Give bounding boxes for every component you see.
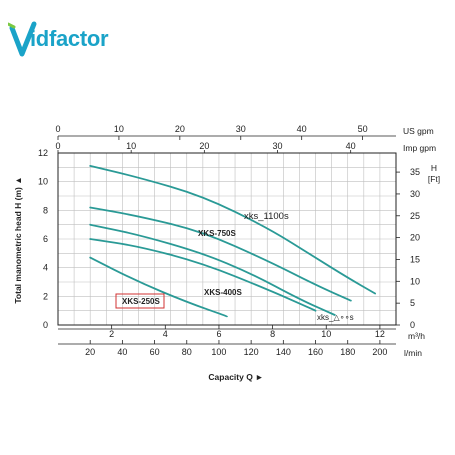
y2-tick-label: 30 [410, 189, 420, 199]
logo-v-icon [8, 21, 37, 57]
y2-tick-label: 0 [410, 320, 415, 330]
lmin-tick-label: 100 [211, 347, 226, 357]
curve-0 [89, 165, 376, 295]
lmin-unit: l/min [404, 348, 422, 358]
y-tick-label: 8 [43, 205, 48, 215]
curve-1 [89, 206, 352, 302]
lmin-tick-label: 180 [340, 347, 355, 357]
y2-tick-label: 15 [410, 254, 420, 264]
m3h-tick-label: 6 [216, 329, 221, 339]
label-xks-1100s: xks_1100s [244, 211, 289, 222]
label-xks-750s: XKS-750S [198, 229, 236, 238]
y2-tick-label: 5 [410, 298, 415, 308]
y2-tick-label: 25 [410, 211, 420, 221]
curve-3 [89, 238, 317, 312]
y-tick-label: 12 [38, 148, 48, 158]
lmin-tick-label: 160 [308, 347, 323, 357]
m3h-tick-label: 2 [109, 329, 114, 339]
m3h-tick-label: 4 [163, 329, 168, 339]
imp-gpm-tick-label: 20 [199, 141, 209, 151]
lmin-tick-label: 60 [150, 347, 160, 357]
y-tick-label: 10 [38, 177, 48, 187]
y2-tick-label: 10 [410, 276, 420, 286]
highlight-box [115, 293, 165, 309]
m3h-unit: m³/h [408, 331, 425, 341]
y-tick-label: 4 [43, 263, 48, 273]
plot-frame [57, 152, 397, 326]
us-gpm-tick-label: 0 [55, 124, 60, 134]
imp-gpm-tick-label: 10 [126, 141, 136, 151]
label-xks-small-name: xks_ [317, 313, 334, 322]
curve-4 [89, 256, 228, 318]
imp-gpm-tick-label: 40 [346, 141, 356, 151]
logo-wordmark: idfactor [30, 26, 109, 51]
m3h-tick-label: 12 [375, 329, 385, 339]
imp-gpm-tick-label: 0 [55, 141, 60, 151]
lmin-tick-label: 80 [182, 347, 192, 357]
lmin-tick-label: 140 [276, 347, 291, 357]
label-xks-small: xks_△∘∘s [317, 313, 354, 322]
lmin-tick-label: 20 [85, 347, 95, 357]
m3h-tick-label: 10 [321, 329, 331, 339]
curves-group [89, 165, 376, 318]
y-tick-label: 0 [43, 320, 48, 330]
lmin-tick-label: 120 [244, 347, 259, 357]
us-gpm-tick-label: 10 [114, 124, 124, 134]
m3h-tick-label: 8 [270, 329, 275, 339]
chart-grid [58, 153, 396, 325]
lmin-tick-label: 40 [117, 347, 127, 357]
right-axis-unit: [Ft] [428, 174, 440, 184]
us-gpm-tick-label: 40 [297, 124, 307, 134]
us-gpm-tick-label: 30 [236, 124, 246, 134]
y-tick-label: 2 [43, 291, 48, 301]
us-gpm-tick-label: 20 [175, 124, 185, 134]
y-axis-title: Total manometric head H (m) ▲ [13, 176, 23, 303]
y-tick-label: 6 [43, 234, 48, 244]
us-gpm-tick-label: 50 [358, 124, 368, 134]
label-xks-250s: XKS-250S [122, 297, 160, 306]
imp-gpm-tick-label: 30 [272, 141, 282, 151]
y2-tick-label: 35 [410, 167, 420, 177]
curve-2 [89, 223, 336, 316]
lmin-tick-label: 200 [372, 347, 387, 357]
x-axis-title: Capacity Q ► [208, 372, 263, 382]
imp-gpm-unit: Imp gpm [403, 143, 436, 153]
us-gpm-unit: US gpm [403, 126, 434, 136]
label-xks-400s: XKS-400S [204, 288, 242, 297]
right-axis-title: H [431, 163, 437, 173]
y2-tick-label: 20 [410, 233, 420, 243]
